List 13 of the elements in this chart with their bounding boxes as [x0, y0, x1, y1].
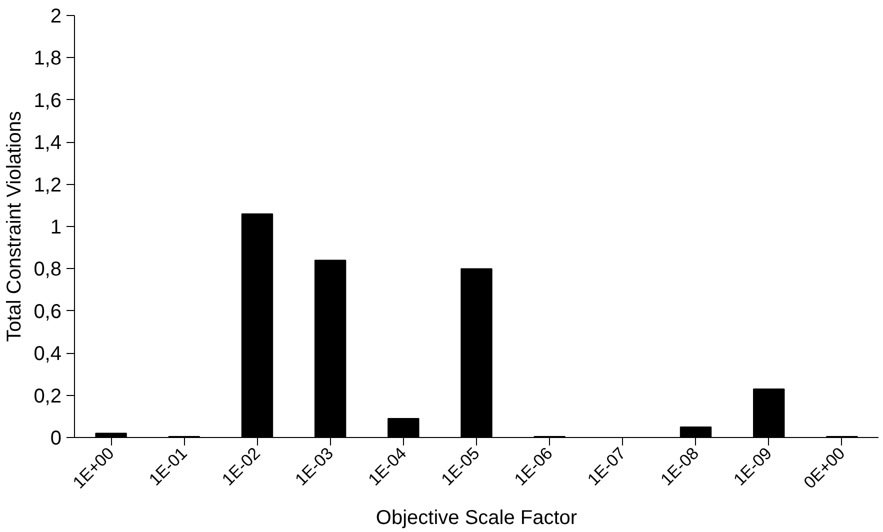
y-tick-label: 0,8 [34, 258, 62, 281]
y-tick-label: 2 [50, 6, 62, 28]
y-tick-label: 1,8 [34, 48, 62, 70]
y-tick-label: 1,6 [34, 90, 62, 112]
y-tick-label: 0 [50, 428, 62, 450]
y-tick-label: 0,2 [34, 385, 62, 408]
x-axis-title: Objective Scale Factor [376, 507, 578, 530]
y-axis-title: Total Constraint Violations [4, 111, 26, 342]
y-tick-label: 1 [50, 216, 62, 238]
y-tick-label: 1,4 [34, 132, 62, 154]
y-tick-label: 1,2 [34, 174, 62, 196]
y-tick-label: 0,6 [34, 300, 62, 323]
y-tick-label: 0,4 [34, 343, 62, 366]
